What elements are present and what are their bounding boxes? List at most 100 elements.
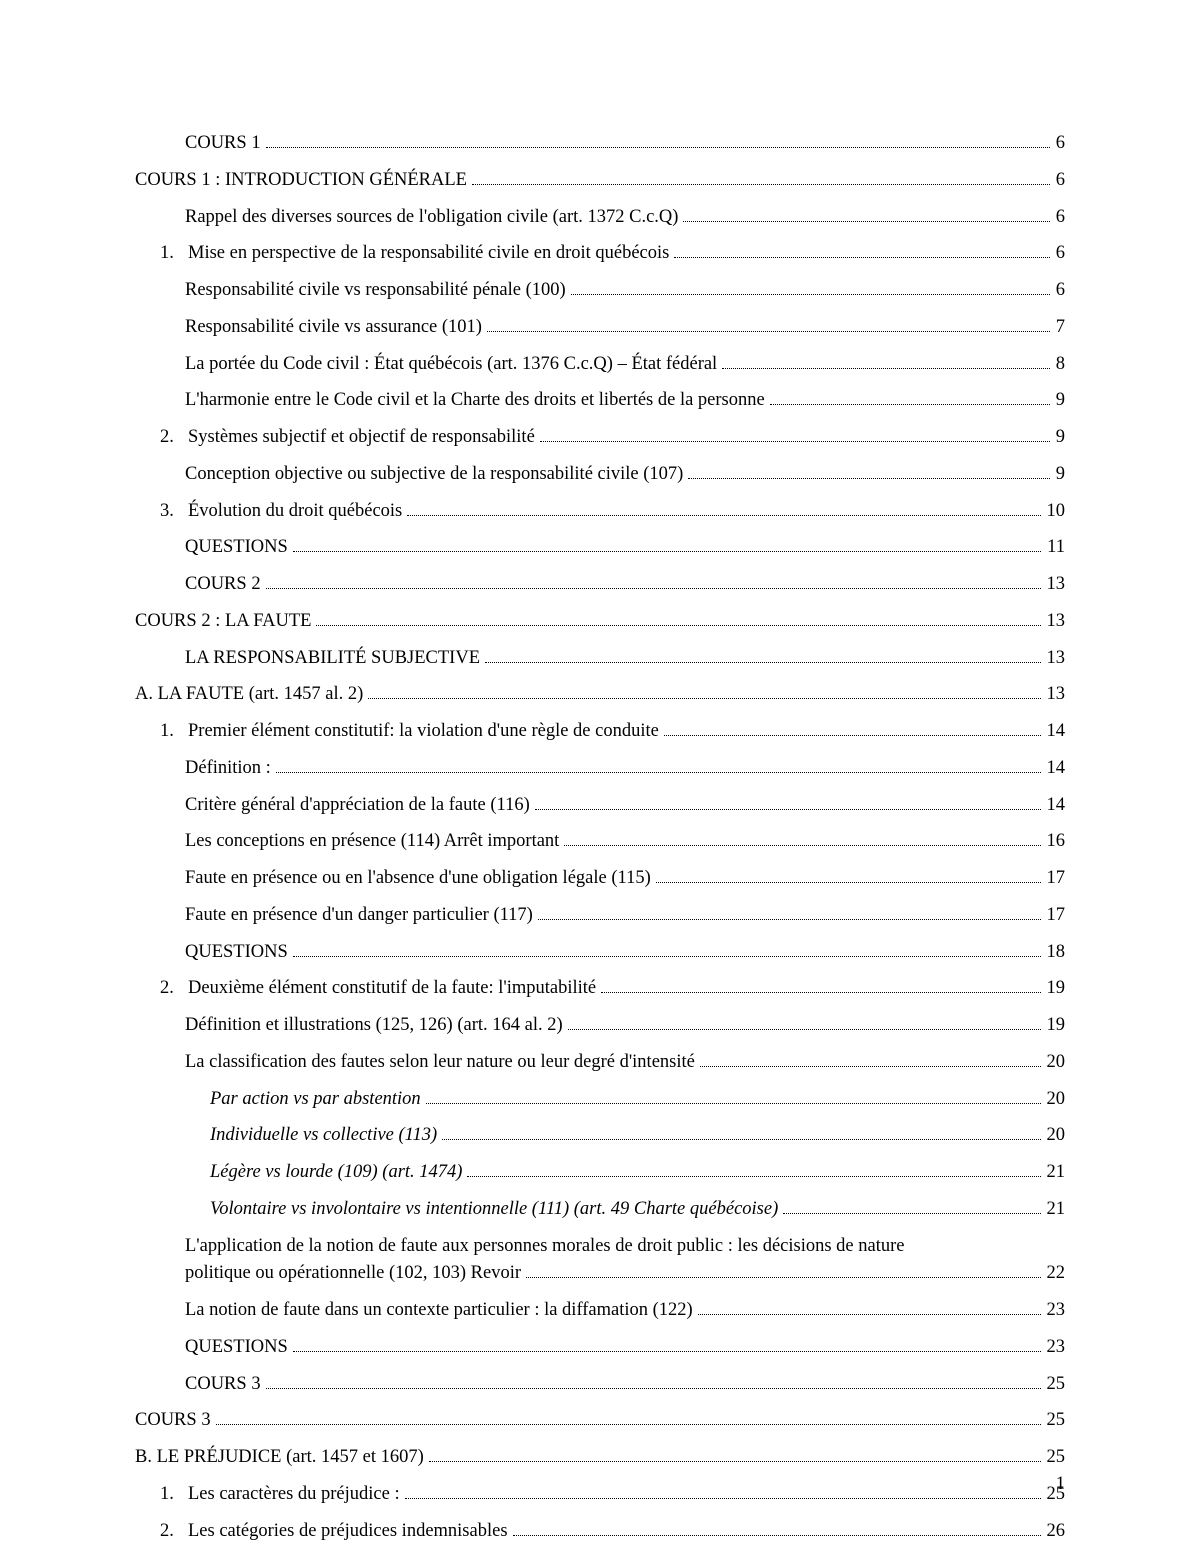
toc-leader [405,1483,1041,1499]
toc-number: 2. [160,424,188,452]
toc-entry: COURS 2 : LA FAUTE 13 [135,608,1065,636]
toc-page: 13 [1044,681,1066,709]
toc-leader [683,206,1049,222]
toc-title: QUESTIONS [185,534,290,562]
toc-title: Les catégories de préjudices indemnisabl… [188,1518,510,1546]
toc-page: 25 [1044,1371,1066,1399]
toc-leader [293,1336,1041,1352]
toc-title: Volontaire vs involontaire vs intentionn… [210,1196,780,1224]
toc-entry: Faute en présence d'un danger particulie… [185,902,1065,930]
toc-title: LA RESPONSABILITÉ SUBJECTIVE [185,645,482,673]
toc-page: 6 [1053,130,1065,158]
toc-entry: LA RESPONSABILITÉ SUBJECTIVE 13 [185,645,1065,673]
toc-title: Définition : [185,755,273,783]
toc-title: Faute en présence d'un danger particulie… [185,902,535,930]
toc-page: 6 [1053,204,1065,232]
toc-title: COURS 3 [185,1371,263,1399]
toc-title: COURS 2 [185,571,263,599]
toc-title: La classification des fautes selon leur … [185,1049,697,1077]
toc-entry: COURS 1 : INTRODUCTION GÉNÉRALE6 [135,167,1065,195]
toc-leader [535,794,1041,810]
toc-leader [526,1262,1040,1278]
toc-leader [688,463,1049,479]
toc-leader [407,500,1040,516]
toc-leader [540,426,1050,442]
toc-leader [266,132,1050,148]
toc-entry: Rappel des diverses sources de l'obligat… [185,204,1065,232]
toc-page: 18 [1044,939,1066,967]
toc-page: 25 [1044,1407,1066,1435]
toc-title: COURS 1 : INTRODUCTION GÉNÉRALE [135,167,469,195]
toc-entry: Définition :14 [185,755,1065,783]
toc-page: 16 [1044,828,1066,856]
toc-leader [316,610,1040,626]
toc-title: Conception objective ou subjective de la… [185,461,685,489]
toc-title: La notion de faute dans un contexte part… [185,1297,695,1325]
toc-title: Rappel des diverses sources de l'obligat… [185,204,680,232]
toc-leader [467,1161,1040,1177]
toc-page: 9 [1053,387,1065,415]
toc-leader [442,1124,1040,1140]
toc-entry: La classification des fautes selon leur … [185,1049,1065,1077]
toc-entry: Définition et illustrations (125, 126) (… [185,1012,1065,1040]
page-number: 1 [1056,1474,1065,1495]
toc-title: Responsabilité civile vs responsabilité … [185,277,568,305]
toc-title: COURS 2 : LA FAUTE [135,608,313,636]
toc-leader [700,1051,1041,1067]
toc-entry: COURS 213 [185,571,1065,599]
toc-title: politique ou opérationnelle (102, 103) R… [185,1260,523,1288]
toc-page: 23 [1044,1334,1066,1362]
toc-title: COURS 1 [185,130,263,158]
toc-entry: B. LE PRÉJUDICE (art. 1457 et 1607)25 [135,1444,1065,1472]
toc-page: 13 [1044,608,1066,636]
toc-title: Deuxième élément constitutif de la faute… [188,975,598,1003]
toc-number: 1. [160,718,188,746]
toc-leader [487,316,1050,332]
toc-leader [513,1520,1041,1536]
toc-page: 21 [1044,1196,1066,1224]
toc-entry: COURS 3 25 [185,1371,1065,1399]
toc-page: 14 [1044,792,1066,820]
toc-page: 17 [1044,865,1066,893]
toc-leader [664,720,1041,736]
toc-title: Systèmes subjectif et objectif de respon… [188,424,537,452]
toc-leader [770,389,1050,405]
toc-title: Individuelle vs collective (113) [210,1122,439,1150]
toc-leader [293,941,1041,957]
toc-entry: QUESTIONS 23 [185,1334,1065,1362]
toc-title: L'application de la notion de faute aux … [185,1233,1065,1261]
toc-page: 6 [1053,240,1065,268]
document-page: COURS 16COURS 1 : INTRODUCTION GÉNÉRALE6… [0,0,1200,1553]
toc-title: Responsabilité civile vs assurance (101) [185,314,484,342]
toc-title: Les caractères du préjudice : [188,1481,402,1509]
toc-page: 20 [1044,1122,1066,1150]
toc-title: QUESTIONS [185,1334,290,1362]
toc-entry: Conception objective ou subjective de la… [185,461,1065,489]
toc-title: QUESTIONS [185,939,290,967]
toc-leader [426,1088,1041,1104]
toc-number: 1. [160,1481,188,1509]
toc-page: 20 [1044,1086,1066,1114]
toc-entry: A. LA FAUTE (art. 1457 al. 2) 13 [135,681,1065,709]
toc-leader [656,867,1041,883]
toc-entry: COURS 1 6 [185,130,1065,158]
toc-leader [293,536,1041,552]
toc-entry: 1.Mise en perspective de la responsabili… [160,240,1065,268]
toc-entry: Critère général d'appréciation de la fau… [185,792,1065,820]
toc-entry: 1.Les caractères du préjudice :25 [160,1481,1065,1509]
toc-entry: Légère vs lourde (109) (art. 1474)21 [210,1159,1065,1187]
toc-page: 8 [1053,351,1065,379]
toc-title: Premier élément constitutif: la violatio… [188,718,661,746]
toc-page: 11 [1044,534,1065,562]
toc-page: 13 [1044,645,1066,673]
toc-title: L'harmonie entre le Code civil et la Cha… [185,387,767,415]
toc-leader [276,757,1041,773]
toc-page: 22 [1044,1260,1066,1288]
toc-leader [429,1446,1041,1462]
toc-entry: L'harmonie entre le Code civil et la Cha… [185,387,1065,415]
toc-title: A. LA FAUTE (art. 1457 al. 2) [135,681,365,709]
toc-entry: 2.Deuxième élément constitutif de la fau… [160,975,1065,1003]
toc-leader [266,573,1041,589]
toc-title: B. LE PRÉJUDICE (art. 1457 et 1607) [135,1444,426,1472]
toc-entry: Individuelle vs collective (113) 20 [210,1122,1065,1150]
